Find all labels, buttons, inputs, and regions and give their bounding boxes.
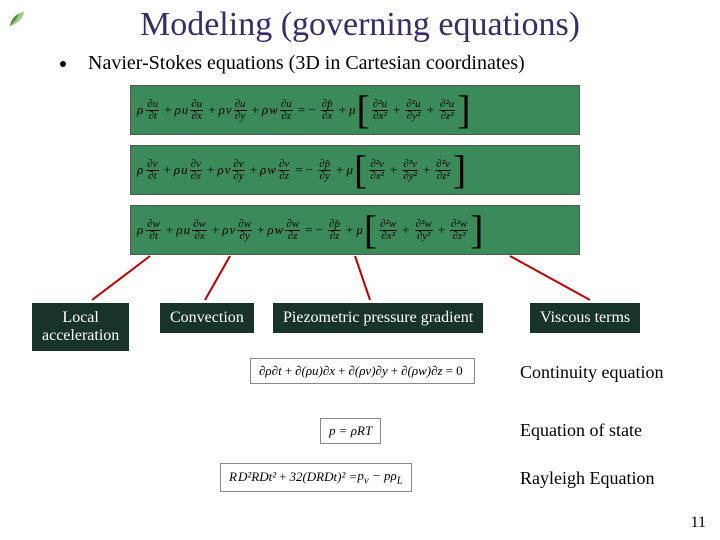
label-continuity: Continuity equation <box>520 362 664 383</box>
ns-equation-w: ρ∂w∂t+ρu∂w∂x+ρv∂w∂y+ρw∂w∂z= −∂p̂∂z+μ[∂²w… <box>130 205 580 255</box>
label-rayleigh: Rayleigh Equation <box>520 468 654 489</box>
page-number: 11 <box>691 514 706 532</box>
bullet-line: Navier-Stokes equations (3D in Cartesian… <box>60 52 525 75</box>
state-equation: p = ρRT <box>320 418 381 444</box>
ns-equation-u: ρ∂u∂t+ρu∂u∂x+ρv∂u∂y+ρw∂u∂z= −∂p̂∂x+μ[∂²u… <box>130 85 580 135</box>
label-convection: Convection <box>160 303 254 333</box>
rayleigh-equation: RD²RDt²+32(DRDt)² = pv − pρL <box>220 463 412 492</box>
bullet-icon <box>60 61 66 67</box>
slide-title: Modeling (governing equations) <box>0 6 720 44</box>
ns-equation-v: ρ∂v∂t+ρu∂v∂x+ρv∂v∂y+ρw∂v∂z= −∂p̂∂y+μ[∂²v… <box>130 145 580 195</box>
label-state: Equation of state <box>520 420 642 441</box>
annotation-connectors <box>0 0 720 540</box>
continuity-equation: ∂ρ∂t+∂(ρu)∂x+∂(ρv)∂y+∂(ρw)∂z= 0 <box>250 358 475 384</box>
bullet-text: Navier-Stokes equations (3D in Cartesian… <box>88 52 525 74</box>
label-viscous: Viscous terms <box>530 303 640 333</box>
label-local-acceleration: Local acceleration <box>32 303 129 351</box>
label-piezometric: Piezometric pressure gradient <box>273 303 483 333</box>
